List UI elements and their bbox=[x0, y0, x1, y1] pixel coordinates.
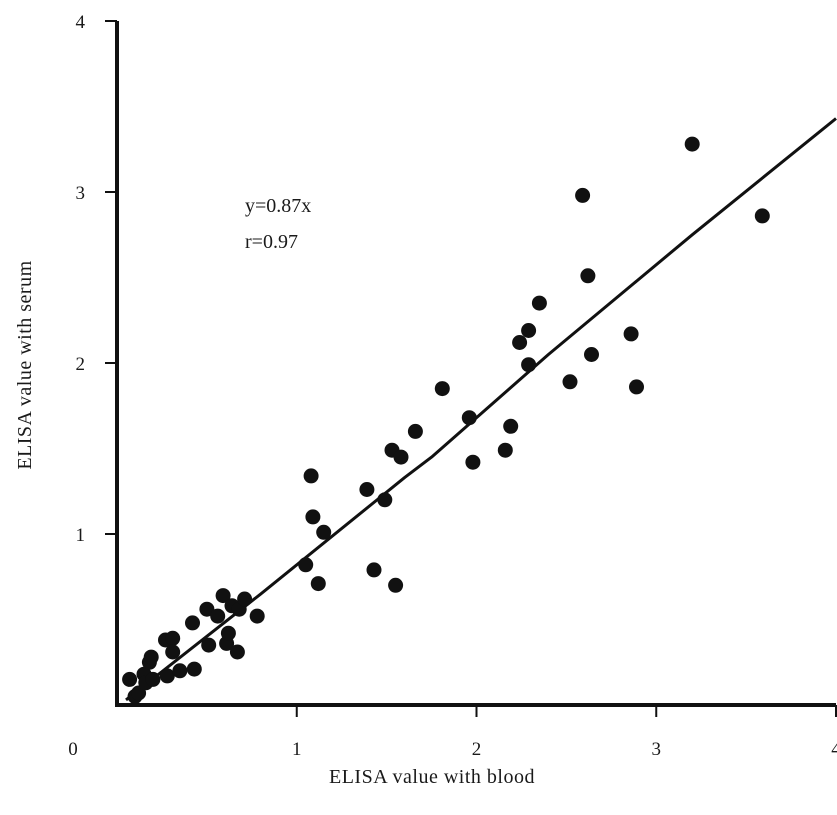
data-point bbox=[359, 482, 375, 497]
data-point bbox=[165, 644, 181, 660]
data-point bbox=[229, 644, 245, 660]
regression-line bbox=[125, 117, 837, 702]
data-point bbox=[393, 449, 409, 465]
data-point bbox=[461, 410, 477, 426]
data-point bbox=[249, 608, 265, 624]
data-point bbox=[145, 671, 161, 687]
data-point bbox=[407, 423, 423, 439]
data-point bbox=[220, 625, 236, 641]
data-point bbox=[754, 208, 770, 224]
data-point bbox=[199, 601, 215, 617]
data-point bbox=[122, 671, 138, 687]
data-point bbox=[185, 615, 200, 631]
data-point bbox=[521, 357, 537, 373]
equation-annotation: y=0.87x bbox=[245, 195, 311, 217]
data-point bbox=[584, 347, 599, 362]
data-point bbox=[143, 649, 159, 665]
data-point bbox=[159, 668, 175, 684]
data-point bbox=[388, 577, 404, 593]
data-point bbox=[503, 418, 519, 434]
x-tick-label: 0 bbox=[68, 739, 78, 760]
data-point bbox=[434, 381, 450, 397]
y-tick-label: 4 bbox=[76, 12, 86, 33]
data-point bbox=[465, 454, 481, 470]
y-tick-label: 2 bbox=[76, 354, 86, 375]
data-point bbox=[377, 492, 393, 508]
data-point bbox=[186, 661, 202, 677]
data-point bbox=[215, 588, 231, 604]
x-tick-label: 3 bbox=[652, 739, 662, 760]
data-point bbox=[310, 576, 326, 592]
data-point bbox=[172, 663, 188, 679]
data-point bbox=[623, 326, 639, 342]
x-tick-label: 4 bbox=[831, 739, 837, 760]
data-point bbox=[684, 136, 700, 152]
correlation-annotation: r=0.97 bbox=[245, 231, 298, 253]
data-point bbox=[521, 323, 537, 338]
data-points bbox=[122, 136, 770, 704]
data-point bbox=[512, 335, 528, 350]
data-point bbox=[531, 295, 547, 311]
data-point bbox=[575, 187, 591, 203]
data-point bbox=[580, 268, 596, 284]
y-tick-label: 1 bbox=[76, 525, 86, 546]
data-point bbox=[165, 630, 181, 646]
tick-marks bbox=[105, 20, 837, 717]
data-point bbox=[201, 637, 217, 653]
data-point bbox=[303, 468, 319, 484]
data-point bbox=[237, 591, 253, 607]
tick-labels: 0 1 2 3 4 1 2 3 4 bbox=[68, 12, 837, 760]
x-axis-title: ELISA value with blood bbox=[329, 766, 535, 788]
x-tick-label: 1 bbox=[292, 739, 302, 760]
x-tick-label: 2 bbox=[472, 739, 482, 760]
data-point bbox=[316, 524, 332, 540]
data-point bbox=[629, 379, 644, 395]
data-point bbox=[497, 442, 513, 458]
axes bbox=[115, 21, 836, 707]
data-point bbox=[562, 374, 578, 390]
data-point bbox=[305, 509, 321, 525]
data-point bbox=[298, 557, 314, 573]
y-axis-title: ELISA value with serum bbox=[14, 260, 36, 469]
y-tick-label: 3 bbox=[76, 183, 86, 204]
data-point bbox=[366, 562, 382, 578]
data-point bbox=[210, 608, 226, 624]
